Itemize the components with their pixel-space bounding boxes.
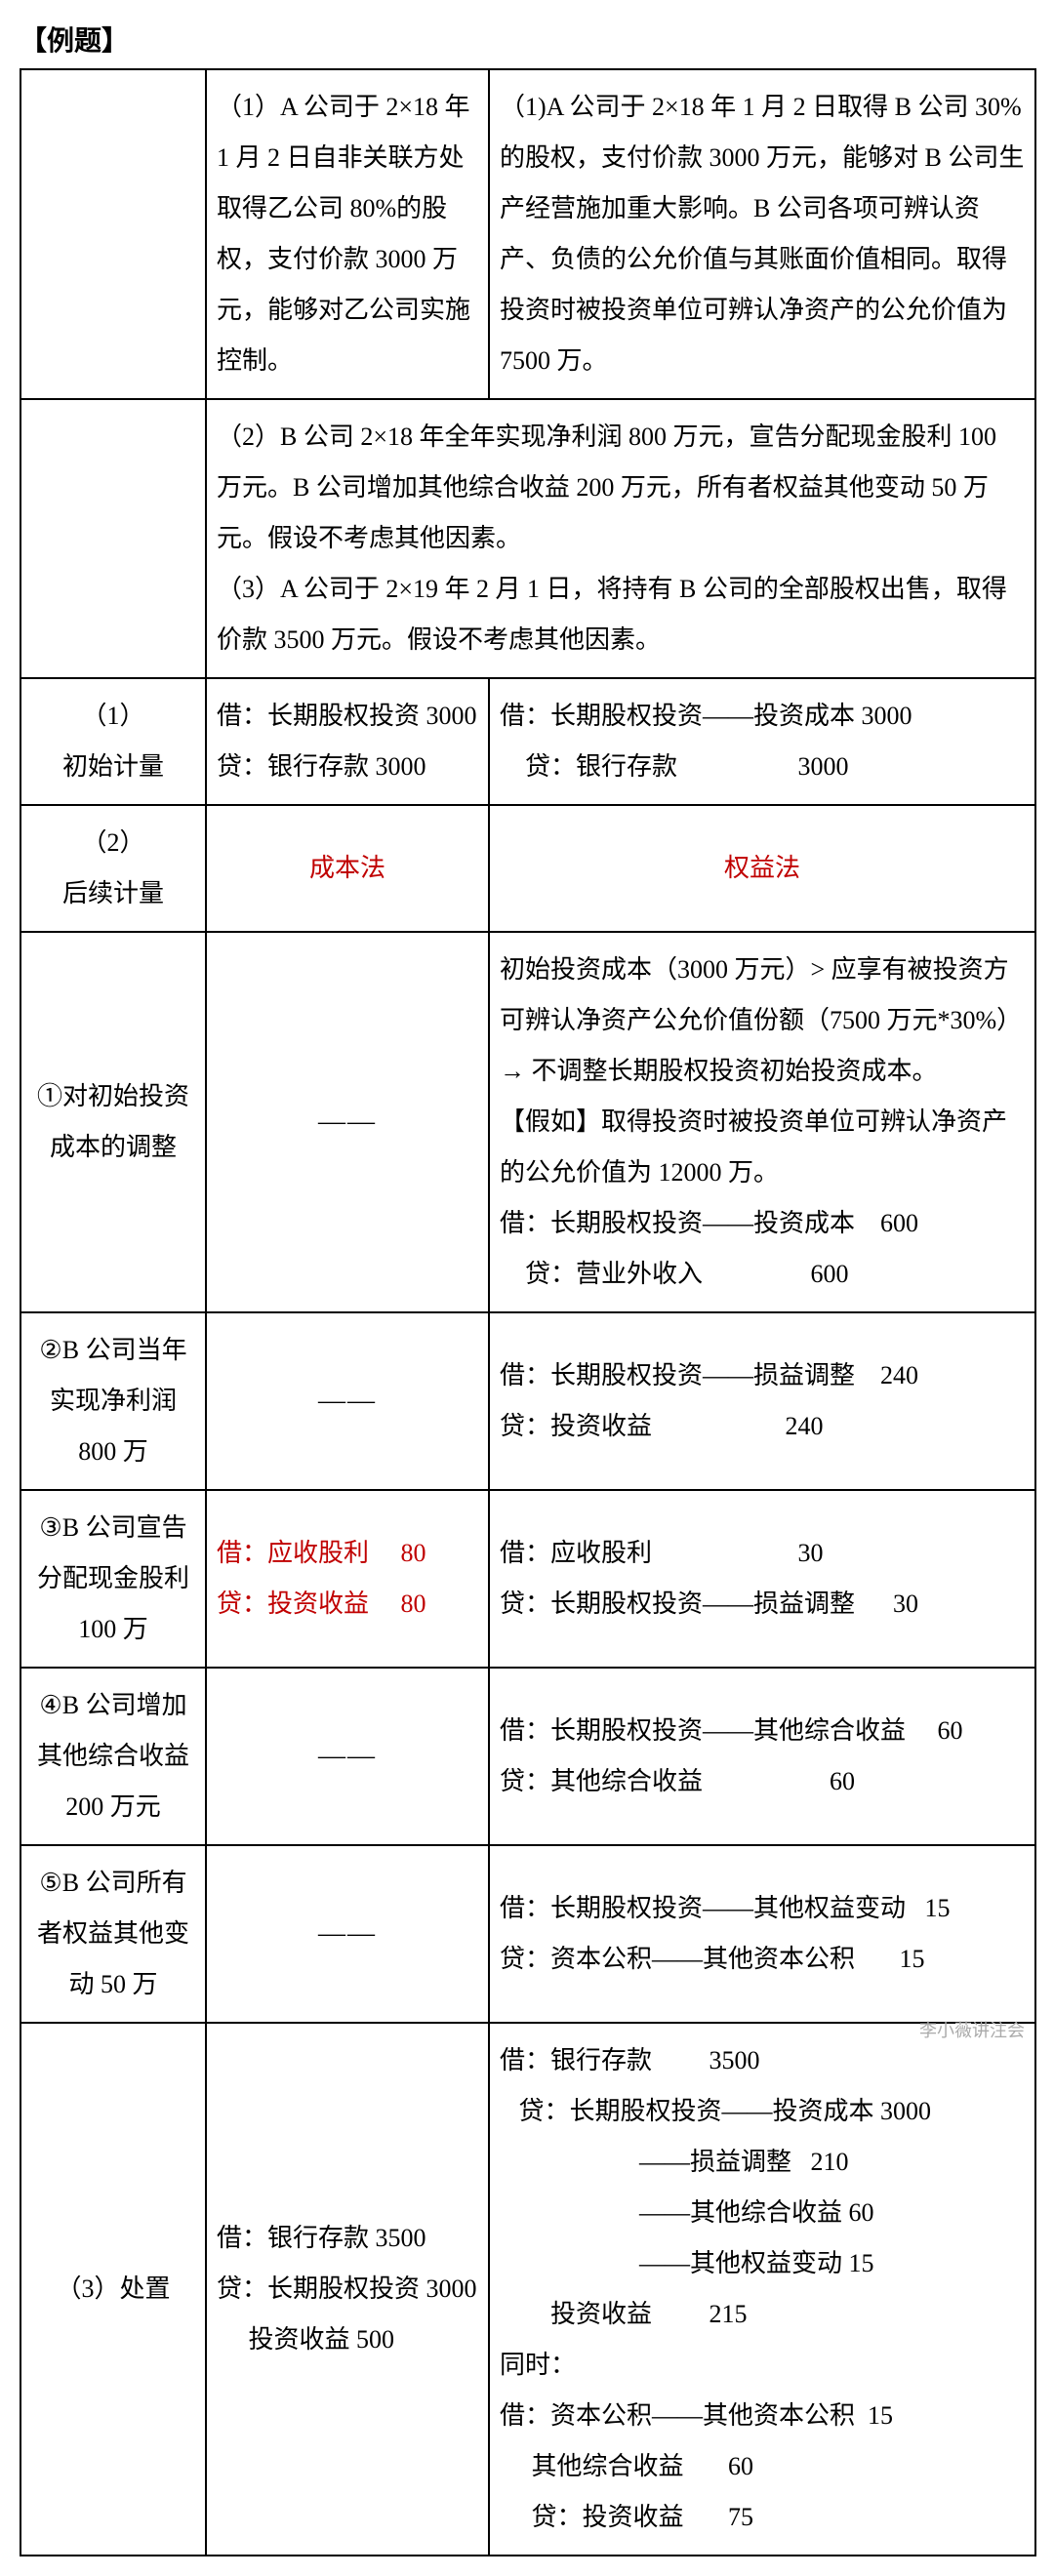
disposal-right: 借：银行存款 3500 贷：长期股权投资——投资成本 3000 ——损益调整 2… xyxy=(489,2023,1035,2556)
profit-left-dash: —— xyxy=(206,1312,489,1490)
init-right: 借：长期股权投资——投资成本 3000 贷：银行存款 3000 xyxy=(489,678,1035,805)
disposal-left: 借：银行存款 3500 贷：长期股权投资 3000 投资收益 500 xyxy=(206,2023,489,2556)
cost-method-header: 成本法 xyxy=(206,805,489,932)
init-label: （1） 初始计量 xyxy=(20,678,206,805)
scenario-left: （1）A 公司于 2×18 年 1 月 2 日自非关联方处取得乙公司 80%的股… xyxy=(206,69,489,399)
watermark-text: 李小薇讲注会 xyxy=(919,2017,1025,2042)
conditions-blank xyxy=(20,399,206,678)
adj1-left-dash: —— xyxy=(206,932,489,1312)
oci-right: 借：长期股权投资——其他综合收益 60 贷：其他综合收益 60 xyxy=(489,1668,1035,1845)
adj1-right: 初始投资成本（3000 万元）> 应享有被投资方可辨认净资产公允价值份额（750… xyxy=(489,932,1035,1312)
oci-left-dash: —— xyxy=(206,1668,489,1845)
scenario-right: （1)A 公司于 2×18 年 1 月 2 日取得 B 公司 30%的股权，支付… xyxy=(489,69,1035,399)
example-table: （1）A 公司于 2×18 年 1 月 2 日自非关联方处取得乙公司 80%的股… xyxy=(20,68,1036,2556)
scenario-blank xyxy=(20,69,206,399)
example-title: 【例题】 xyxy=(20,20,1034,59)
dividend-label: ③B 公司宣告分配现金股利 100 万 xyxy=(20,1490,206,1668)
other-right: 借：长期股权投资——其他权益变动 15 贷：资本公积——其他资本公积 15 xyxy=(489,1845,1035,2023)
equity-method-header: 权益法 xyxy=(489,805,1035,932)
profit-label: ②B 公司当年实现净利润 800 万 xyxy=(20,1312,206,1490)
conditions-text: （2）B 公司 2×18 年全年实现净利润 800 万元，宣告分配现金股利 10… xyxy=(206,399,1035,678)
subseq-label: （2） 后续计量 xyxy=(20,805,206,932)
other-label: ⑤B 公司所有者权益其他变动 50 万 xyxy=(20,1845,206,2023)
init-left: 借：长期股权投资 3000 贷：银行存款 3000 xyxy=(206,678,489,805)
other-left-dash: —— xyxy=(206,1845,489,2023)
dividend-right: 借：应收股利 30 贷：长期股权投资——损益调整 30 xyxy=(489,1490,1035,1668)
dividend-left: 借：应收股利 80 贷：投资收益 80 xyxy=(206,1490,489,1668)
profit-right: 借：长期股权投资——损益调整 240 贷：投资收益 240 xyxy=(489,1312,1035,1490)
disposal-label: （3）处置 xyxy=(20,2023,206,2556)
adj1-label: ①对初始投资成本的调整 xyxy=(20,932,206,1312)
oci-label: ④B 公司增加其他综合收益 200 万元 xyxy=(20,1668,206,1845)
